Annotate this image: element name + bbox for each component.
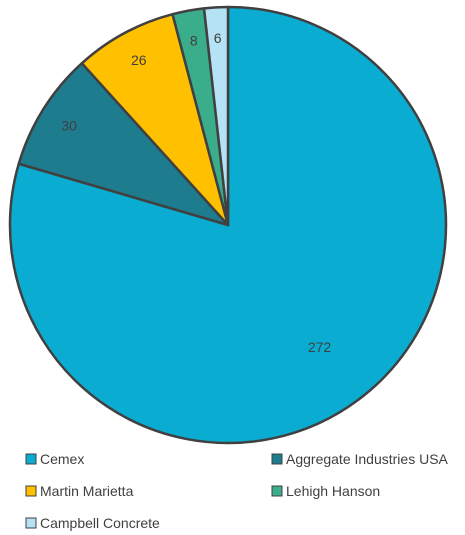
legend-item-lehigh-hanson: Lehigh Hanson xyxy=(271,483,380,499)
legend-swatch-campbell-concrete xyxy=(25,517,37,529)
legend-item-martin-marietta: Martin Marietta xyxy=(25,483,134,499)
chart-legend: Cemex Aggregate Industries USA Martin Mari… xyxy=(25,451,449,531)
data-label-lehigh-hanson: 8 xyxy=(190,33,198,49)
legend-swatch-aggregate-industries-usa xyxy=(271,453,283,465)
legend-label-lehigh-hanson: Lehigh Hanson xyxy=(286,483,380,499)
legend-swatch-lehigh-hanson xyxy=(271,485,283,497)
legend-swatch-martin-marietta xyxy=(25,485,37,497)
data-label-campbell-concrete: 6 xyxy=(214,30,222,46)
pie-slice-martin-marietta xyxy=(80,12,230,227)
pie-data-labels: 272 30 26 8 6 xyxy=(61,30,331,355)
legend-label-aggregate-industries-usa: Aggregate Industries USA xyxy=(286,451,449,467)
legend-swatch-cemex xyxy=(25,453,37,465)
pie-slices xyxy=(8,5,448,445)
legend-label-martin-marietta: Martin Marietta xyxy=(40,483,134,499)
pie-slice-aggregate-industries-usa xyxy=(17,62,230,227)
data-label-aggregate-industries-usa: 30 xyxy=(61,117,77,133)
legend-item-campbell-concrete: Campbell Concrete xyxy=(25,515,160,531)
data-label-martin-marietta: 26 xyxy=(131,52,147,68)
pie-slice-campbell-concrete xyxy=(202,5,230,227)
data-label-cemex: 272 xyxy=(308,339,332,355)
legend-label-campbell-concrete: Campbell Concrete xyxy=(40,515,160,531)
legend-item-cemex: Cemex xyxy=(25,451,84,467)
legend-item-aggregate-industries-usa: Aggregate Industries USA xyxy=(271,451,449,467)
legend-label-cemex: Cemex xyxy=(40,451,84,467)
